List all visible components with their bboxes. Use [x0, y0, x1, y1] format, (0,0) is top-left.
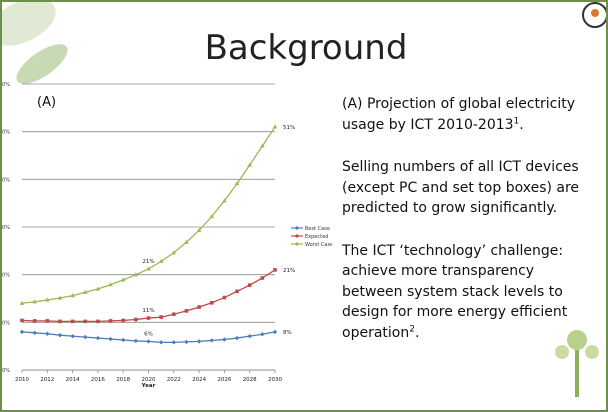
data-label: 51% — [283, 125, 295, 131]
chart: 0% 10% 20% 30% 40% 50% 60% 2010 2012 2014 2016 2018… — [2, 2, 332, 402]
x-tick-label: 2026 — [217, 377, 231, 383]
marker — [83, 335, 87, 339]
marker — [248, 334, 252, 338]
marker — [121, 338, 125, 342]
slide: Background 0%10%20%30%40%50%60%201020122… — [0, 0, 608, 412]
marker — [273, 125, 278, 129]
data-label: 6% — [144, 331, 153, 337]
legend-marker — [295, 226, 298, 229]
marker — [70, 334, 74, 338]
text: The ICT ‘technology’ challenge: achieve … — [342, 243, 567, 341]
marker — [172, 340, 176, 344]
marker — [223, 296, 227, 300]
marker — [222, 337, 226, 341]
legend-marker — [295, 242, 298, 245]
series-line — [22, 127, 275, 303]
marker — [197, 305, 201, 309]
marker — [159, 315, 163, 319]
marker — [45, 332, 49, 336]
marker — [58, 320, 62, 324]
y-tick-label: 0% — [2, 368, 10, 374]
marker — [235, 336, 239, 340]
slide-body: (A) Projection of global electricity usa… — [342, 94, 597, 365]
marker — [210, 301, 214, 305]
legend-label: Expected — [305, 234, 328, 240]
x-tick-label: 2022 — [167, 377, 181, 383]
marker — [147, 316, 151, 320]
logo — [591, 9, 599, 17]
marker — [235, 290, 239, 294]
y-tick-label: 20% — [2, 273, 10, 279]
marker — [146, 339, 150, 343]
x-tick-label: 2016 — [91, 377, 105, 383]
marker — [96, 320, 100, 324]
marker — [109, 319, 113, 323]
annotation: (A) — [37, 95, 56, 110]
marker — [33, 319, 37, 323]
marker — [185, 309, 189, 313]
y-tick-label: 40% — [2, 177, 10, 183]
x-tick-label: 2028 — [243, 377, 257, 383]
marker — [273, 268, 277, 272]
x-tick-label: 2014 — [66, 377, 80, 383]
y-tick-label: 50% — [2, 130, 10, 136]
x-tick-label: 2018 — [116, 377, 130, 383]
marker — [20, 319, 24, 323]
x-axis-label: Year — [141, 383, 156, 389]
marker — [32, 331, 36, 335]
paragraph: Selling numbers of all ICT devices (exce… — [342, 157, 597, 219]
legend-label: Best Case — [305, 226, 330, 232]
marker — [108, 337, 112, 341]
data-label: 21% — [142, 259, 154, 265]
marker — [83, 320, 87, 324]
paragraph: (A) Projection of global electricity usa… — [342, 94, 597, 135]
data-label: 21% — [283, 268, 295, 274]
marker — [184, 340, 188, 344]
marker — [71, 320, 75, 324]
marker — [197, 339, 201, 343]
text: . — [519, 117, 523, 133]
data-label: 8% — [283, 330, 292, 336]
legend-label: Worst Case — [305, 242, 332, 248]
text: (A) Projection of global electricity usa… — [342, 96, 575, 133]
x-tick-label: 2010 — [15, 377, 29, 383]
y-tick-label: 10% — [2, 320, 10, 326]
marker — [96, 336, 100, 340]
marker — [121, 319, 125, 323]
marker — [20, 330, 24, 334]
marker — [248, 283, 252, 287]
x-tick-label: 2030 — [268, 377, 282, 383]
marker — [172, 312, 176, 316]
marker — [261, 276, 265, 280]
text: . — [415, 325, 419, 341]
marker — [159, 340, 163, 344]
y-tick-label: 60% — [2, 82, 10, 88]
marker — [210, 338, 214, 342]
data-label: 11% — [142, 308, 154, 314]
marker — [273, 330, 277, 334]
text: Selling numbers of all ICT devices (exce… — [342, 159, 579, 216]
x-tick-label: 2012 — [40, 377, 54, 383]
marker — [58, 333, 62, 337]
x-tick-label: 2024 — [192, 377, 206, 383]
marker — [134, 339, 138, 343]
marker — [46, 319, 50, 323]
marker — [260, 332, 264, 336]
y-tick-label: 30% — [2, 225, 10, 231]
paragraph: The ICT ‘technology’ challenge: achieve … — [342, 241, 597, 344]
legend-marker — [295, 234, 298, 237]
marker — [134, 318, 138, 322]
